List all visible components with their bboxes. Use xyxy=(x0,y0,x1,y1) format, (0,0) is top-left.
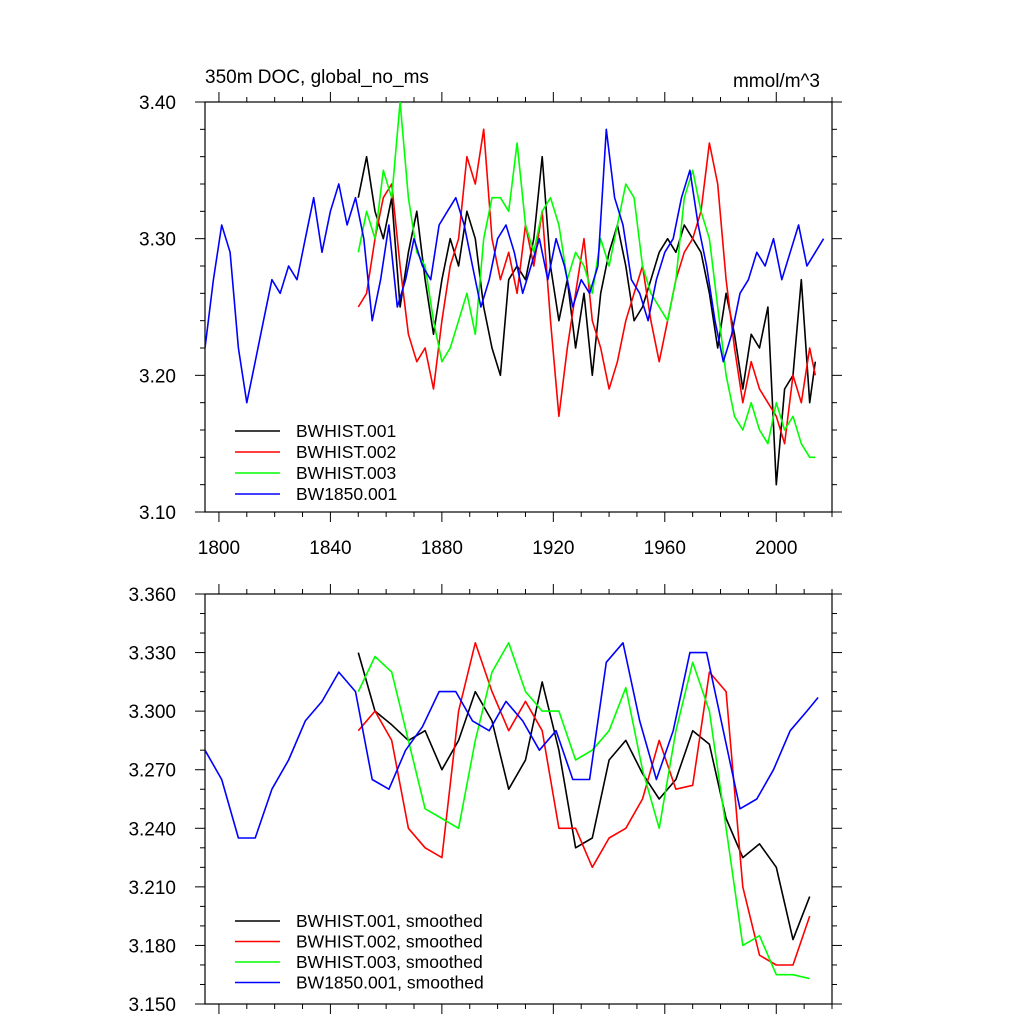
y-tick-label: 3.360 xyxy=(128,585,176,606)
y-tick-label: 3.270 xyxy=(128,761,176,782)
top-panel: 1800 1840 1880 1920 1960 2000 3.10 3.20 3.30 3.40… xyxy=(139,92,842,559)
legend-label: BWHIST.002 xyxy=(296,442,396,462)
x-tick-label: 1800 xyxy=(198,538,240,559)
y-tick-label: 3.180 xyxy=(128,936,176,957)
x-tick-label: 1880 xyxy=(421,538,463,559)
y-tick-label: 3.150 xyxy=(128,995,176,1016)
y-tick-label: 3.20 xyxy=(139,366,176,387)
legend-label: BWHIST.003, smoothed xyxy=(296,952,483,972)
y-tick-label: 3.330 xyxy=(128,644,176,665)
legend-label: BW1850.001, smoothed xyxy=(296,973,484,993)
legend-label: BW1850.001 xyxy=(296,484,397,504)
bottom-panel: 3.150 3.180 3.210 3.240 3.270 3.300 3.330 3.360… xyxy=(128,584,842,1016)
series-line xyxy=(357,641,810,980)
series-line xyxy=(357,155,817,486)
legend-label: BWHIST.002, smoothed xyxy=(296,932,483,952)
series-line xyxy=(205,641,819,839)
series-line xyxy=(357,102,816,459)
series-line xyxy=(205,128,825,404)
chart-units: mmol/m^3 xyxy=(733,71,820,92)
plot-frame xyxy=(204,101,833,513)
x-tick-label: 1840 xyxy=(309,538,351,559)
x-tick-label: 1960 xyxy=(644,538,686,559)
legend-label: BWHIST.003 xyxy=(296,463,396,483)
x-tick-label: 2000 xyxy=(755,538,797,559)
y-tick-label: 3.240 xyxy=(128,819,176,840)
y-tick-label: 3.10 xyxy=(139,503,176,524)
legend-label: BWHIST.001, smoothed xyxy=(296,911,483,931)
chart-title: 350m DOC, global_no_ms xyxy=(205,67,429,88)
y-tick-label: 3.40 xyxy=(139,93,176,114)
plot-frame xyxy=(204,593,833,1005)
x-tick-label: 1920 xyxy=(532,538,574,559)
legend-label: BWHIST.001 xyxy=(296,421,396,441)
y-tick-label: 3.300 xyxy=(128,702,176,723)
y-tick-label: 3.30 xyxy=(139,230,176,251)
series-line xyxy=(357,652,811,941)
y-tick-label: 3.210 xyxy=(128,878,176,899)
series-line xyxy=(357,641,811,966)
